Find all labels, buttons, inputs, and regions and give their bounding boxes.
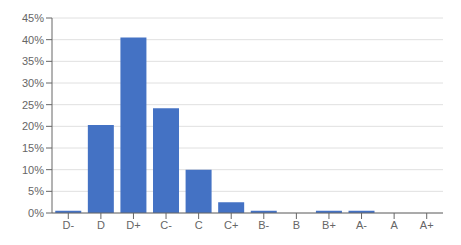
svg-text:C: C (195, 219, 203, 231)
svg-text:C-: C- (160, 219, 172, 231)
svg-text:20%: 20% (22, 120, 44, 132)
svg-text:10%: 10% (22, 164, 44, 176)
svg-text:A+: A+ (420, 219, 434, 231)
svg-text:B-: B- (258, 219, 269, 231)
svg-text:D+: D+ (126, 219, 140, 231)
svg-text:45%: 45% (22, 12, 44, 24)
svg-text:5%: 5% (28, 185, 44, 197)
svg-text:D-: D- (62, 219, 74, 231)
svg-text:30%: 30% (22, 77, 44, 89)
svg-text:B+: B+ (322, 219, 336, 231)
svg-text:C+: C+ (224, 219, 238, 231)
svg-text:25%: 25% (22, 99, 44, 111)
svg-text:0%: 0% (28, 207, 44, 219)
svg-text:40%: 40% (22, 34, 44, 46)
svg-text:A: A (390, 219, 398, 231)
svg-text:35%: 35% (22, 55, 44, 67)
svg-text:D: D (97, 219, 105, 231)
svg-text:A-: A- (356, 219, 367, 231)
svg-text:B: B (293, 219, 300, 231)
svg-text:15%: 15% (22, 142, 44, 154)
